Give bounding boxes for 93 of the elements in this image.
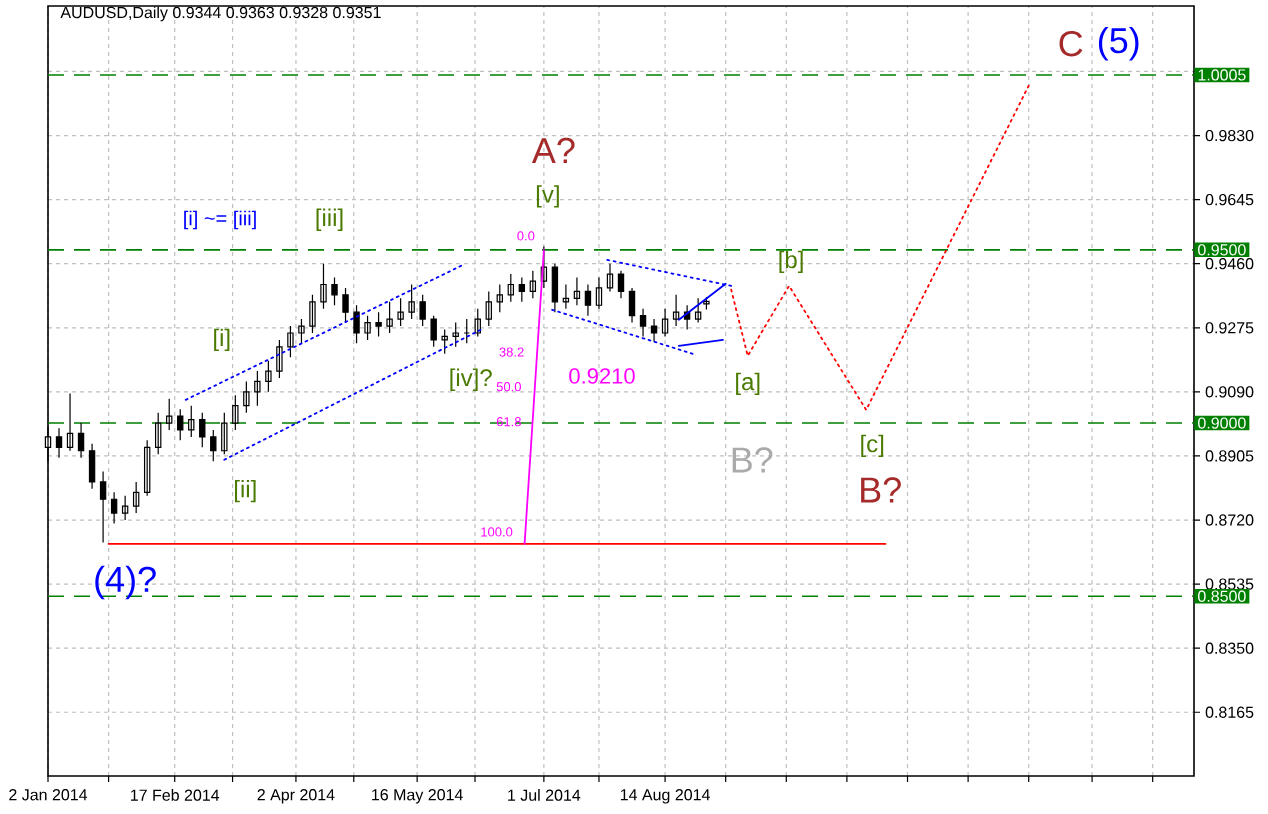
- chart-title: AUDUSD,Daily 0.9344 0.9363 0.9328 0.9351: [60, 6, 381, 22]
- x-tick-label: 17 Feb 2014: [131, 789, 220, 801]
- candlestick: [309, 294, 316, 334]
- y-tick-label: 0.9090: [1205, 386, 1254, 398]
- ref-line-label: 1.0005: [1198, 69, 1246, 81]
- annotation: (4)?: [95, 565, 156, 600]
- candlestick: [364, 315, 371, 341]
- ref-line-label: 0.9000: [1198, 417, 1246, 429]
- annotation: B?: [861, 477, 901, 503]
- candlestick: [55, 427, 63, 459]
- ref-line-label: 0.9500: [1198, 244, 1246, 256]
- ref-line-label: 0.8500: [1198, 590, 1246, 602]
- annotation: [ii]: [235, 479, 256, 503]
- candlestick: [121, 495, 129, 521]
- candlestick: [287, 325, 294, 358]
- candlestick: [441, 328, 448, 355]
- annotation: [i]: [214, 328, 230, 352]
- candlestick: [551, 263, 559, 313]
- candlestick: [342, 287, 349, 324]
- candlestick: [243, 380, 250, 414]
- candlestick: [66, 392, 74, 452]
- y-tick-label: 0.8905: [1205, 450, 1254, 462]
- candlestick: [177, 408, 184, 441]
- annotation: (5): [1098, 26, 1139, 61]
- annotation: [a]: [736, 372, 760, 396]
- y-tick-label: 0.8350: [1205, 642, 1254, 654]
- x-tick-label: 2 Apr 2014: [257, 789, 335, 804]
- candlestick: [210, 429, 217, 462]
- candlestick: [617, 270, 625, 299]
- candlestick: [430, 315, 437, 348]
- y-tick-label: 0.9275: [1205, 322, 1254, 334]
- candlestick: [386, 301, 393, 334]
- annotation: C: [1059, 30, 1083, 57]
- y-tick-label: 0.9645: [1205, 193, 1254, 206]
- candlestick: [650, 318, 658, 343]
- candlestick: [628, 287, 636, 324]
- candlestick: [99, 470, 107, 544]
- line-series: [730, 84, 1030, 411]
- candlestick: [562, 283, 570, 310]
- candlestick: [408, 283, 415, 320]
- candlestick: [331, 276, 338, 306]
- annotation: A?: [531, 137, 575, 163]
- candlestick: [77, 422, 85, 459]
- candlestick: [221, 412, 228, 455]
- x-tick-label: 16 May 2014: [372, 789, 463, 804]
- y-tick-label: 0.8720: [1205, 514, 1254, 526]
- candlestick: [639, 308, 647, 338]
- candlestick: [254, 370, 261, 407]
- annotation: B?: [732, 447, 773, 473]
- annotation: [iii]: [316, 208, 343, 231]
- candlestick: [419, 294, 426, 327]
- y-tick-label: 0.9460: [1205, 258, 1254, 270]
- candlestick: [584, 283, 592, 317]
- y-tick-label: 0.8165: [1205, 706, 1254, 718]
- candlestick: [199, 412, 206, 448]
- candlestick: [166, 398, 173, 431]
- annotation: [iv]?: [450, 368, 492, 391]
- y-tick-label: 0.9830: [1205, 129, 1254, 142]
- candlestick: [496, 283, 503, 313]
- candlestick: [485, 290, 492, 327]
- candlestick: [188, 405, 195, 438]
- candlestick: [265, 360, 272, 393]
- x-tick-label: 1 Jul 2014: [508, 789, 581, 801]
- x-tick-label: 2 Jan 2014: [9, 789, 88, 801]
- candlestick: [298, 318, 305, 344]
- candlestick: [672, 294, 680, 327]
- candlestick: [397, 297, 404, 327]
- annotation: [c]: [861, 434, 884, 458]
- candlestick: [463, 318, 470, 344]
- annotation: [i] ~= [iii]: [184, 210, 256, 230]
- candlestick: [507, 273, 515, 303]
- x-tick-label: 14 Aug 2014: [620, 789, 710, 804]
- annotation: 0.9210: [569, 368, 635, 384]
- candlestick: [353, 304, 360, 344]
- candlestick: [320, 263, 327, 310]
- annotation: [b]: [779, 250, 803, 274]
- candlestick: [154, 412, 162, 455]
- candlestick: [606, 263, 614, 293]
- candlestick: [595, 276, 603, 310]
- annotation: [v]: [536, 185, 559, 208]
- candlestick: [232, 394, 239, 431]
- candlestick: [573, 276, 581, 306]
- candlestick: [661, 308, 669, 338]
- candlestick: [375, 311, 382, 338]
- candlestick: [703, 296, 710, 311]
- candlestick: [452, 321, 459, 348]
- candlestick: [518, 276, 526, 303]
- candlestick: [132, 481, 140, 514]
- candlestick: [694, 297, 702, 324]
- candlestick: [88, 443, 96, 490]
- candlestick: [529, 270, 537, 299]
- candlestick: [110, 491, 118, 525]
- candlestick: [276, 339, 283, 379]
